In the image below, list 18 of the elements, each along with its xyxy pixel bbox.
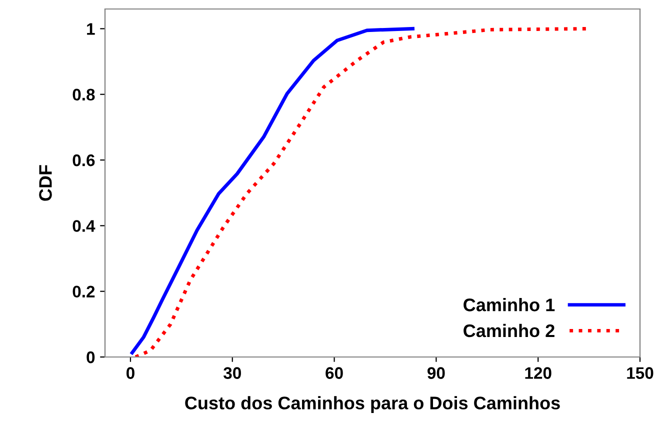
y-tick-label: 0.2 (72, 286, 95, 298)
x-axis-title: Custo dos Caminhos para o Dois Caminhos (185, 396, 560, 413)
y-tick-label: 0.4 (72, 220, 96, 232)
x-tick-label: 30 (223, 367, 241, 379)
y-tick-label: 0.8 (72, 88, 95, 101)
x-tick-label: 90 (428, 367, 445, 379)
x-tick-label: 0 (126, 367, 134, 379)
legend-label: Caminho 1 (464, 298, 555, 312)
y-axis-title: CDF (39, 165, 52, 201)
x-tick-label: 120 (525, 367, 552, 379)
line-series (130, 26, 414, 354)
y-tick-label: 0.6 (72, 154, 95, 166)
x-tick-label: 150 (627, 367, 654, 379)
x-tick-label: 60 (326, 367, 343, 379)
y-tick-label: 0 (86, 351, 95, 364)
legend-label: Caminho 2 (464, 324, 554, 338)
y-tick-label: 1 (87, 23, 95, 35)
line-series (134, 26, 588, 357)
